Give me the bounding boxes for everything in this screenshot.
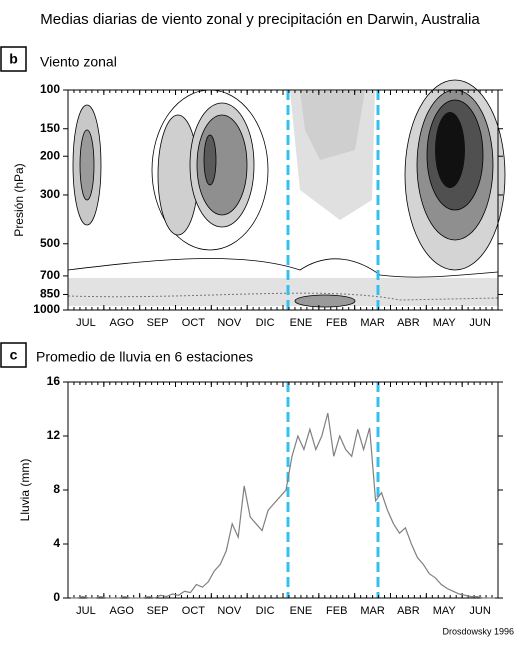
credit: Drosdowsky 1996 <box>442 626 514 636</box>
y-tick-label: 500 <box>40 236 60 250</box>
x-tick-label: AGO <box>110 317 135 329</box>
contour-fill <box>435 112 465 188</box>
x-tick-label: MAR <box>360 605 385 617</box>
plot-frame <box>67 381 499 599</box>
y-tick-label: 300 <box>40 187 60 201</box>
x-tick-label: AGO <box>110 605 135 617</box>
y-axis-label: Presión (hPa) <box>12 163 26 236</box>
y-axis-label: Lluvia (mm) <box>18 459 32 522</box>
x-tick-label: NOV <box>217 605 242 617</box>
panel-title: Viento zonal <box>40 54 117 70</box>
x-tick-label: JUN <box>469 605 490 617</box>
contour-fill <box>300 91 365 160</box>
x-tick-label: FEB <box>326 605 347 617</box>
contour-fill <box>294 294 356 308</box>
panel-label: b <box>9 51 18 67</box>
panel-box <box>0 46 27 72</box>
y-tick-label: 0 <box>53 590 60 604</box>
y-tick-label: 8 <box>53 482 60 496</box>
contour-fill <box>68 278 498 306</box>
panel-box <box>0 342 27 368</box>
x-tick-label: MAR <box>360 317 385 329</box>
x-tick-label: NOV <box>217 317 242 329</box>
rain-line <box>71 412 495 599</box>
x-tick-label: FEB <box>326 317 347 329</box>
y-tick-label: 4 <box>53 536 60 550</box>
contour-fill <box>203 134 217 186</box>
contour-line <box>67 258 499 278</box>
y-tick-label: 200 <box>40 148 60 162</box>
x-tick-label: SEP <box>147 605 169 617</box>
x-tick-label: JUL <box>76 605 96 617</box>
contour-fill <box>79 129 95 201</box>
x-tick-label: JUL <box>76 317 96 329</box>
y-tick-label: 1000 <box>33 302 60 316</box>
panel-title: Promedio de lluvia en 6 estaciones <box>36 349 253 365</box>
x-tick-label: ENE <box>290 605 313 617</box>
y-tick-label: 16 <box>47 374 61 388</box>
y-tick-label: 700 <box>40 268 60 282</box>
x-tick-label: DIC <box>256 605 275 617</box>
x-tick-label: MAY <box>433 605 457 617</box>
y-tick-label: 850 <box>40 287 60 301</box>
y-tick-label: 12 <box>47 428 61 442</box>
panel-label: c <box>10 347 18 363</box>
x-tick-label: DIC <box>256 317 275 329</box>
figure-title: Medias diarias de viento zonal y precipi… <box>40 11 480 28</box>
x-tick-label: MAY <box>433 317 457 329</box>
x-tick-label: OCT <box>182 605 206 617</box>
x-tick-label: OCT <box>182 317 206 329</box>
x-tick-label: ABR <box>397 317 420 329</box>
x-tick-label: ABR <box>397 605 420 617</box>
x-tick-label: ENE <box>290 317 313 329</box>
y-tick-label: 100 <box>40 82 60 96</box>
contours <box>67 79 506 308</box>
x-tick-label: SEP <box>147 317 169 329</box>
x-tick-label: JUN <box>469 317 490 329</box>
y-tick-label: 150 <box>40 121 60 135</box>
